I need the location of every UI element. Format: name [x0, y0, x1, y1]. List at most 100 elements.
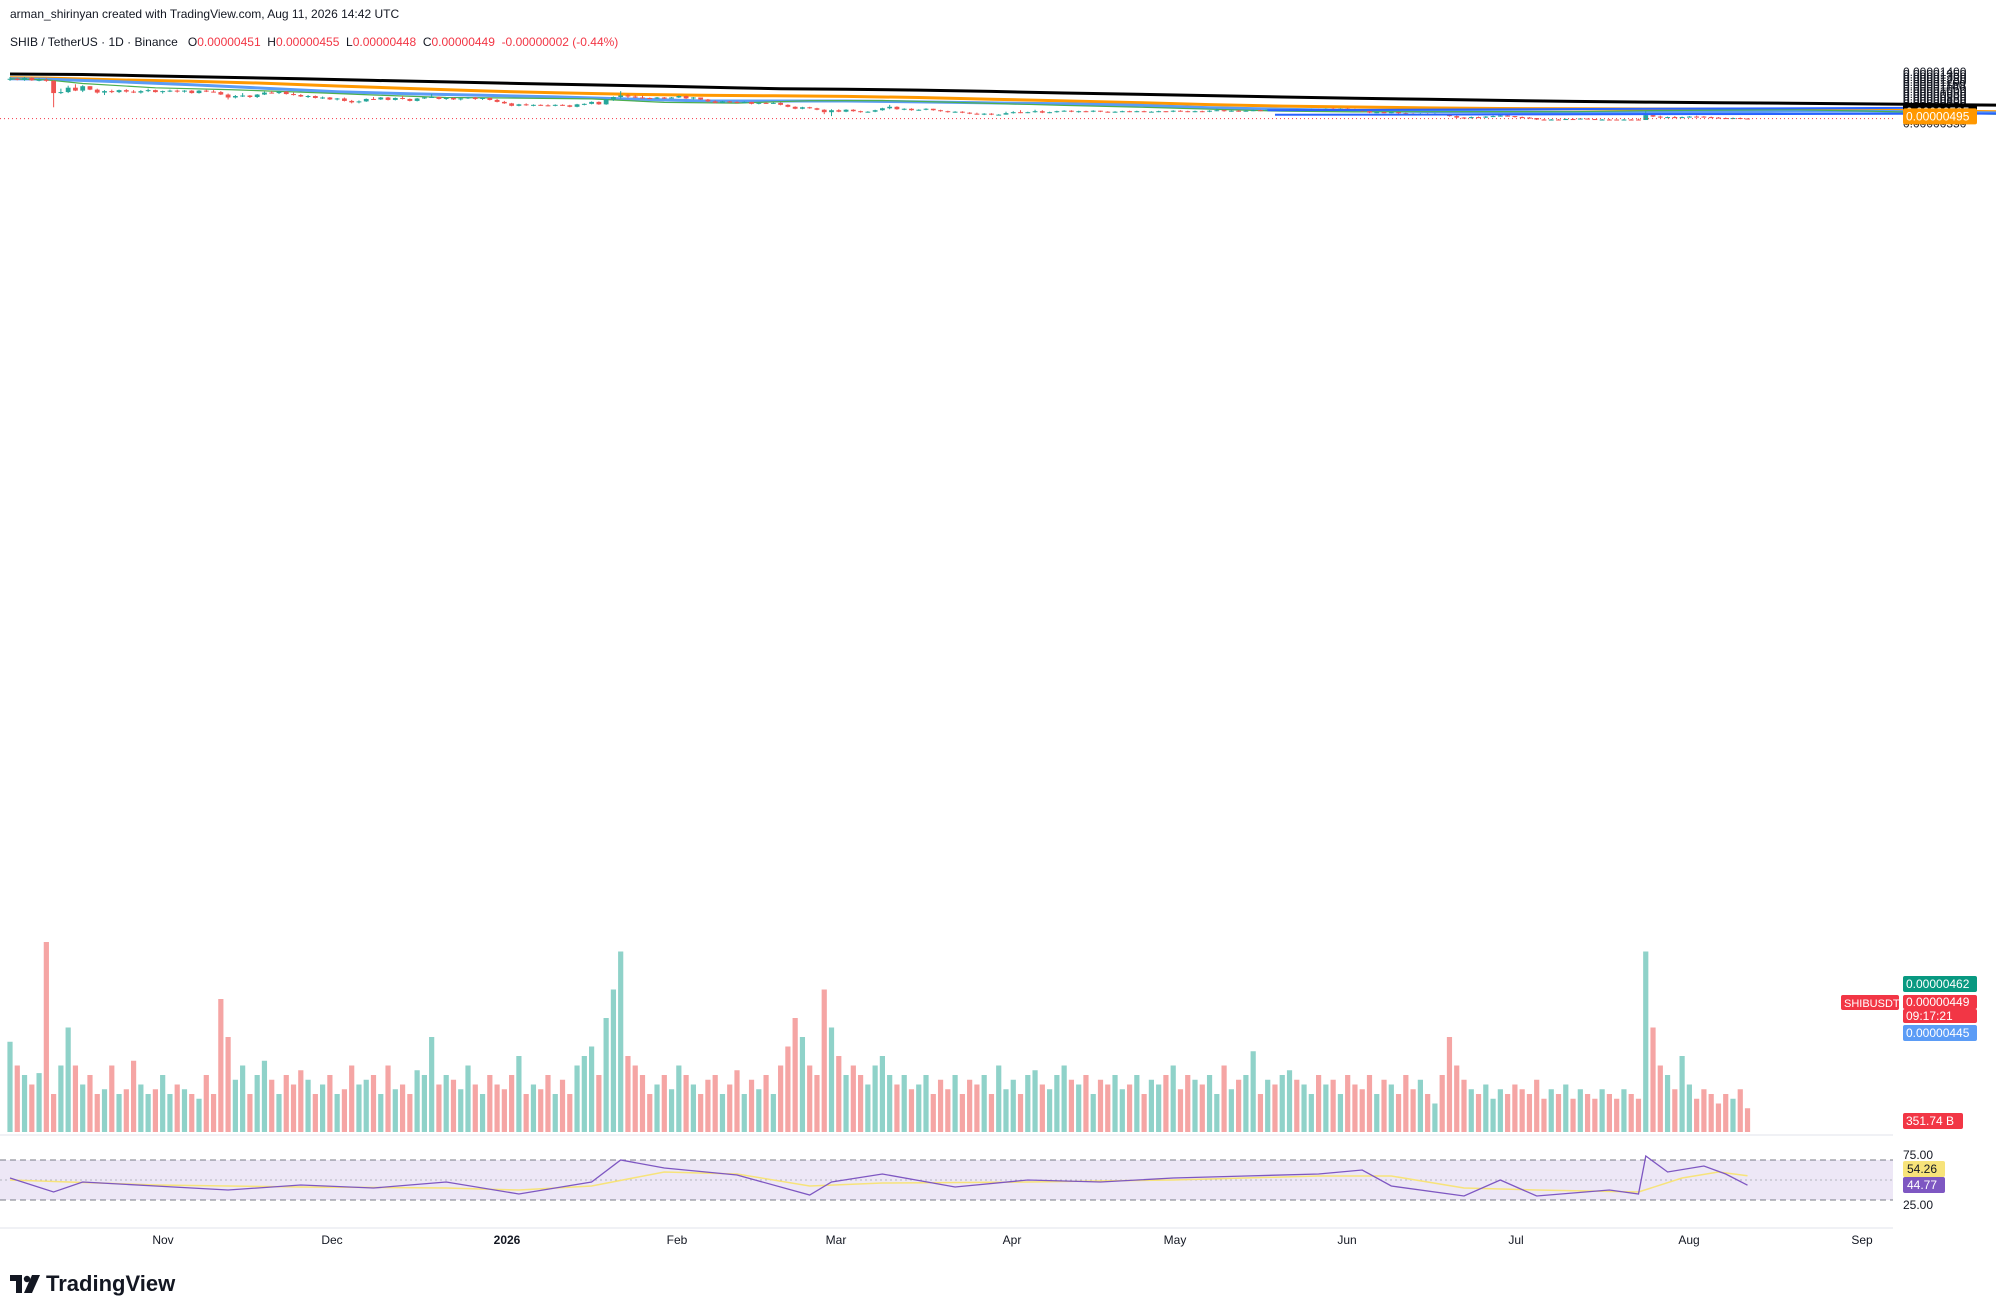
candle-body	[720, 101, 725, 103]
volume-bar	[843, 1075, 849, 1132]
volume-bar	[1199, 1084, 1205, 1132]
volume-bar	[1214, 1094, 1220, 1132]
volume-bar	[741, 1094, 747, 1132]
candle-body	[589, 101, 594, 104]
candle-body	[305, 96, 311, 98]
volume-bar	[1097, 1079, 1104, 1132]
candle-body	[1047, 112, 1053, 114]
volume-bar	[879, 1056, 885, 1132]
volume-bar	[559, 1079, 566, 1132]
volume-bar	[887, 1075, 893, 1132]
volume-bar	[748, 1079, 755, 1132]
volume-bar	[639, 1075, 646, 1132]
volume-bar	[618, 951, 624, 1132]
candle-body	[1679, 117, 1685, 119]
volume-bar	[908, 1089, 915, 1132]
candle-body	[1207, 110, 1212, 112]
volume-bar	[581, 1056, 587, 1132]
volume-bar	[996, 1065, 1002, 1132]
y-tick-label: 0.00000850	[1903, 92, 1967, 106]
candle-body	[153, 90, 158, 93]
volume-bar	[414, 1070, 420, 1132]
candle-body	[342, 98, 347, 101]
symbol-title: SHIB / TetherUS · 1D · Binance	[10, 35, 178, 49]
price-axis-label: 0.00000449	[1906, 995, 1970, 1009]
volume-bar	[668, 1089, 675, 1132]
candle-body	[560, 104, 565, 106]
candle-body	[1745, 118, 1750, 120]
candle-body	[1461, 117, 1467, 119]
candle-body	[1243, 110, 1249, 112]
candle-body	[749, 101, 754, 104]
candle-body	[1599, 119, 1605, 121]
candle-body	[1148, 111, 1154, 113]
volume-bar	[792, 1018, 798, 1132]
candle-body	[501, 101, 507, 104]
volume-bar	[1410, 1089, 1416, 1132]
volume-bar	[1592, 1098, 1598, 1132]
volume-bar	[1265, 1079, 1271, 1132]
volume-bar	[1221, 1065, 1227, 1132]
volume-bar	[1316, 1075, 1322, 1132]
price-axis-label: 351.74 B	[1906, 1114, 1954, 1128]
volume-bar	[1177, 1089, 1184, 1132]
candle-body	[1025, 112, 1031, 114]
open-value: 0.00000451	[197, 35, 261, 49]
volume-bar	[269, 1079, 275, 1132]
candle-body	[974, 113, 980, 115]
candle-body	[182, 90, 187, 92]
candle-body	[523, 104, 529, 106]
volume-bar	[981, 1075, 987, 1132]
candle-body	[1570, 119, 1576, 121]
volume-bar	[814, 1075, 820, 1132]
volume-bar	[240, 1065, 246, 1132]
candle-body	[211, 91, 216, 93]
volume-bar	[1628, 1094, 1634, 1132]
volume-bar	[894, 1084, 900, 1132]
volume-bar	[872, 1065, 878, 1132]
volume-bar	[1701, 1089, 1707, 1132]
candle-body	[1490, 116, 1496, 118]
candle-body	[654, 97, 660, 99]
candle-body	[880, 108, 885, 111]
volume-bar	[181, 1089, 188, 1132]
candle-body	[472, 97, 478, 99]
candle-body	[1527, 117, 1532, 119]
volume-bar	[80, 1084, 86, 1132]
y-tick-label: 0.00001400	[1903, 65, 1967, 79]
candle-body	[327, 97, 333, 100]
volume-bar	[1170, 1065, 1176, 1132]
volume-bar	[1388, 1084, 1394, 1132]
volume-bar	[1497, 1089, 1503, 1132]
candle-body	[807, 107, 813, 109]
candle-body	[690, 97, 696, 99]
volume-bar	[1148, 1079, 1154, 1132]
symbol-tag-box	[1841, 995, 1899, 1010]
volume-bar	[1323, 1084, 1329, 1132]
candle-body	[1483, 116, 1489, 118]
candle-body	[73, 87, 78, 91]
candle-body	[443, 97, 449, 99]
tradingview-logo[interactable]: TradingView	[10, 1271, 175, 1297]
rsi-value-label: 44.77	[1907, 1178, 1937, 1192]
candle-body	[131, 91, 136, 93]
price-axis-label: 0.00000445	[1906, 1026, 1970, 1040]
volume-bar	[545, 1075, 551, 1132]
moving-average-line	[9, 78, 1996, 115]
volume-bar	[647, 1094, 653, 1132]
volume-bar	[320, 1084, 326, 1132]
candle-body	[356, 101, 362, 103]
volume-bar	[225, 1037, 231, 1132]
volume-bar	[836, 1056, 842, 1132]
volume-bar	[487, 1075, 493, 1132]
volume-bar	[930, 1094, 936, 1132]
candle-body	[1192, 111, 1198, 113]
x-tick-label: Jul	[1508, 1233, 1523, 1247]
candle-body	[363, 98, 369, 102]
candle-body	[494, 99, 500, 102]
volume-bar	[516, 1056, 522, 1132]
volume-bar	[683, 1075, 689, 1132]
volume-bar	[1584, 1094, 1591, 1132]
volume-bar	[1614, 1098, 1620, 1132]
